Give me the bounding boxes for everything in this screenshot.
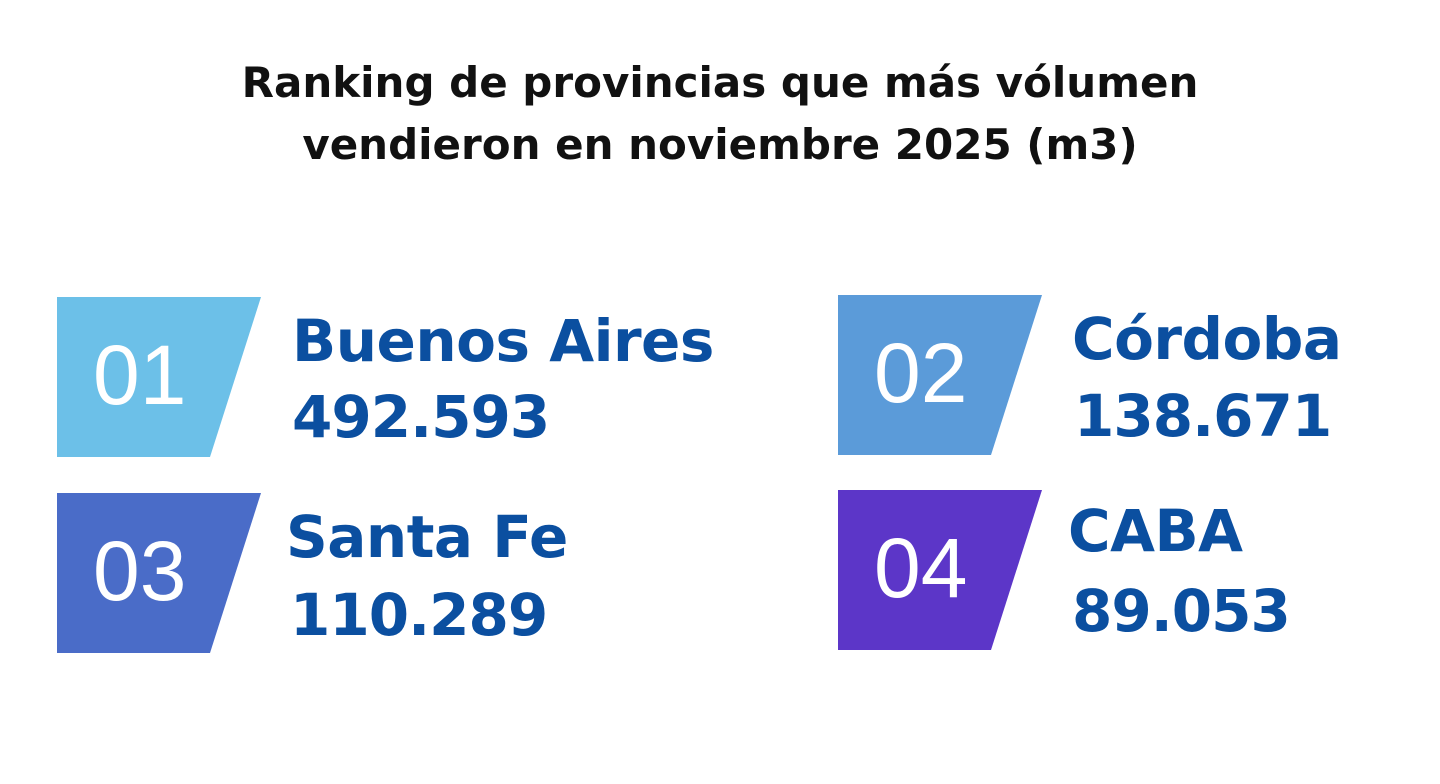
province-volume: 110.289 bbox=[290, 581, 548, 649]
rank-number: 04 bbox=[874, 521, 968, 615]
province-volume: 492.593 bbox=[292, 383, 550, 451]
province-name: Santa Fe bbox=[286, 503, 568, 571]
rank-number: 01 bbox=[93, 328, 187, 422]
title-line-1: Ranking de provincias que más vólumen bbox=[241, 58, 1199, 107]
title-line-2: vendieron en noviembre 2025 (m3) bbox=[302, 120, 1138, 169]
rank-number: 03 bbox=[93, 524, 187, 618]
rank-badge: 01 bbox=[57, 297, 261, 457]
province-volume: 89.053 bbox=[1072, 577, 1291, 645]
rank-badge: 04 bbox=[838, 490, 1042, 650]
rank-badge: 03 bbox=[57, 493, 261, 653]
province-name: Buenos Aires bbox=[292, 307, 714, 375]
rank-number: 02 bbox=[874, 326, 968, 420]
province-volume: 138.671 bbox=[1074, 382, 1332, 450]
province-name: CABA bbox=[1068, 497, 1243, 565]
rank-badge: 02 bbox=[838, 295, 1042, 455]
page-title: Ranking de provincias que más vólumen ve… bbox=[0, 52, 1440, 176]
province-name: Córdoba bbox=[1072, 305, 1342, 373]
